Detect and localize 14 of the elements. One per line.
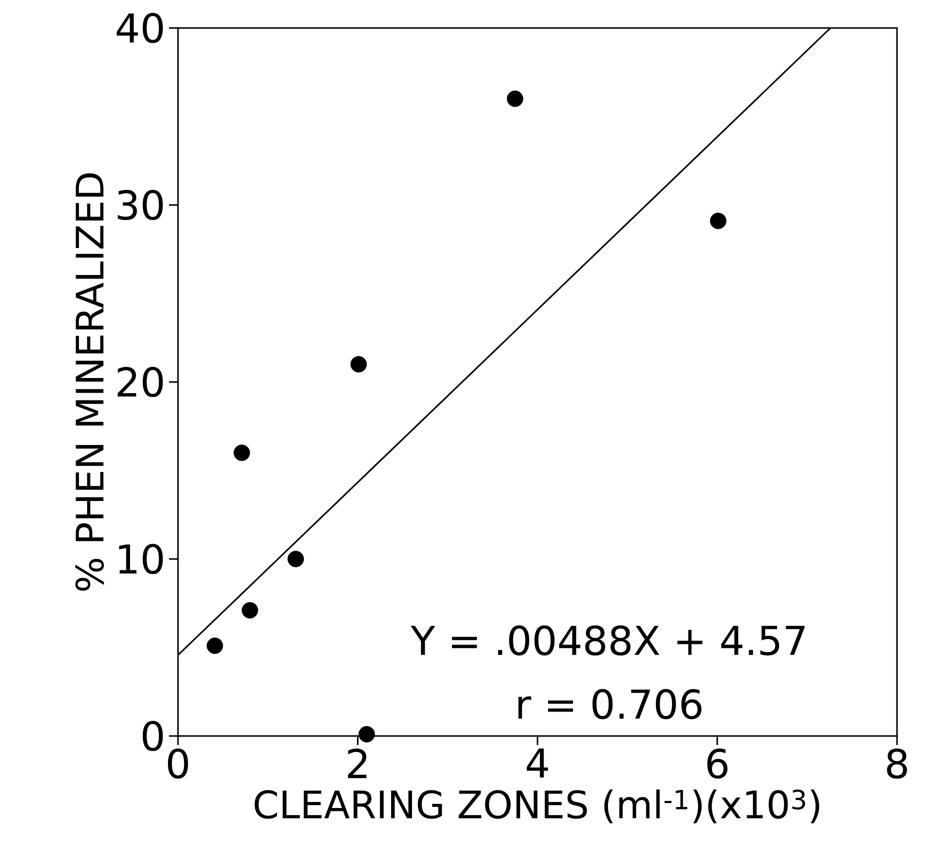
y-tick-label: 20 <box>118 366 163 398</box>
y-axis-title: % PHEN MINERALIZED <box>75 173 104 591</box>
x-tick-label: 6 <box>707 748 728 779</box>
y-tick-label: 10 <box>119 544 163 574</box>
x-tick-label: 2 <box>348 748 366 778</box>
annotation: r = 0.706 <box>518 689 702 720</box>
x-tick-label: 4 <box>526 748 548 778</box>
y-tick-label: 30 <box>118 190 163 220</box>
x-tick-label: 8 <box>887 748 907 779</box>
y-tick-label: 40 <box>116 12 163 44</box>
x-tick-label: 0 <box>168 748 188 779</box>
y-tick-label: 0 <box>142 720 163 752</box>
x-axis-title: CLEARING ZONES (ml$^{-1}$)(x10$^{3}$) <box>254 789 820 824</box>
annotation: Y = .00488X + 4.57 <box>410 625 805 656</box>
